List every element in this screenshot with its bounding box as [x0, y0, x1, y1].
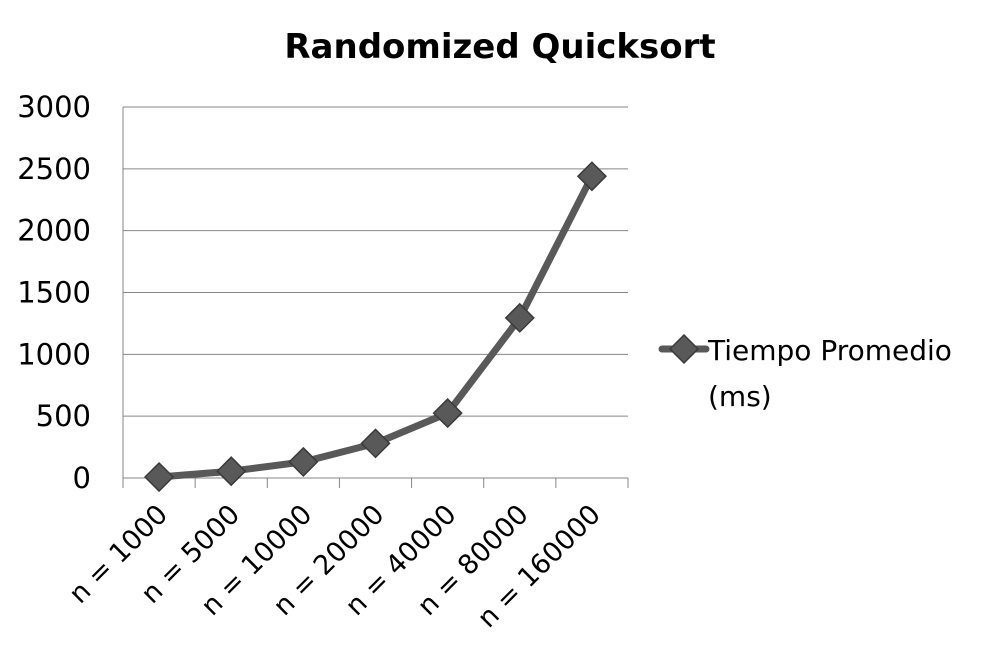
y-tick-label: 1500 [17, 276, 91, 310]
y-axis-tick-labels: 0 500 1000 1500 2000 2500 3000 [17, 90, 91, 495]
y-tick-label: 2500 [17, 152, 91, 186]
legend-marker [668, 333, 700, 365]
y-tick-label: 2000 [17, 214, 91, 248]
data-point-marker [216, 456, 247, 487]
y-tick-label: 0 [73, 461, 91, 495]
data-point-marker [576, 161, 607, 192]
y-tick-label: 1000 [17, 337, 91, 371]
data-point-marker [432, 398, 463, 429]
y-tick-label: 500 [36, 399, 91, 433]
gridlines [123, 106, 628, 417]
legend: Tiempo Promedio (ms) [658, 333, 952, 413]
data-series [144, 161, 607, 493]
y-tick-label: 3000 [17, 90, 91, 124]
data-point-marker [288, 446, 319, 477]
data-point-marker [360, 428, 391, 459]
legend-label: Tiempo Promedio [707, 334, 952, 367]
axes [122, 107, 629, 488]
chart-title: Randomized Quicksort [284, 27, 715, 67]
data-point-marker [144, 461, 175, 493]
data-point-marker [504, 302, 535, 333]
legend-label: (ms) [708, 380, 772, 413]
